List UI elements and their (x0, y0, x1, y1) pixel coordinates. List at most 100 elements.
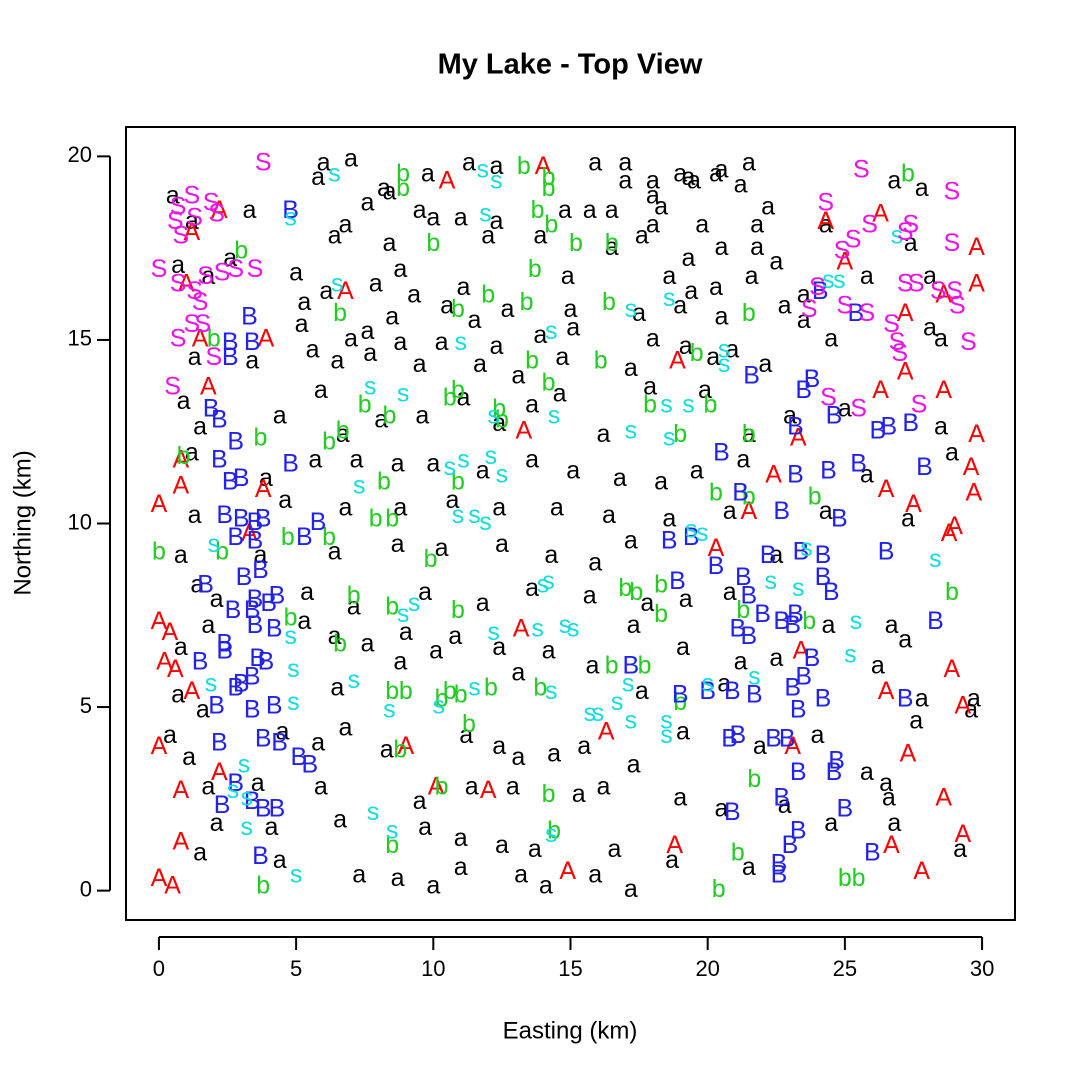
point: b (525, 347, 539, 375)
point: A (905, 490, 922, 518)
point: a (171, 251, 185, 279)
point: B (730, 615, 747, 643)
point: a (448, 622, 462, 650)
point: a (665, 846, 679, 874)
point: b (709, 479, 723, 507)
point: a (489, 152, 503, 180)
point: a (860, 758, 874, 786)
point: A (211, 196, 228, 224)
point: B (211, 405, 228, 433)
point: a (679, 332, 693, 360)
point: a (824, 325, 838, 353)
point: a (243, 196, 257, 224)
point: B (192, 648, 209, 676)
point: a (613, 464, 627, 492)
point: a (407, 280, 421, 308)
point: b (385, 593, 399, 621)
point: a (525, 446, 539, 474)
point: s (663, 284, 676, 312)
point: a (684, 277, 698, 305)
point: s (454, 328, 467, 356)
point: s (487, 618, 500, 646)
point: s (622, 670, 635, 698)
point: a (421, 159, 435, 187)
point: a (308, 446, 322, 474)
point: A (173, 446, 190, 474)
point: a (339, 493, 353, 521)
point: B (820, 457, 837, 485)
point: a (489, 332, 503, 360)
point: b (385, 831, 399, 859)
point: a (821, 611, 835, 639)
point: a (295, 310, 309, 338)
point: a (714, 794, 728, 822)
point: A (963, 453, 980, 481)
point: b (451, 468, 465, 496)
point: B (804, 365, 821, 393)
point: a (457, 383, 471, 411)
point: a (566, 314, 580, 342)
point: B (790, 816, 807, 844)
point: a (413, 196, 427, 224)
point: S (194, 310, 211, 338)
point: b (462, 710, 476, 738)
point: a (511, 743, 525, 771)
point: a (476, 457, 490, 485)
point: a (314, 376, 328, 404)
point: B (222, 468, 239, 496)
point: a (627, 611, 641, 639)
point: B (244, 596, 261, 624)
point: B (724, 677, 741, 705)
point: a (393, 255, 407, 283)
point: s (531, 615, 544, 643)
point: a (511, 361, 525, 389)
point: S (186, 277, 203, 305)
point: a (769, 541, 783, 569)
plot-frame (125, 126, 1016, 921)
point: B (850, 449, 867, 477)
point: b (594, 347, 608, 375)
point: A (162, 618, 179, 646)
point: S (809, 273, 826, 301)
point: a (174, 541, 188, 569)
point: a (264, 813, 278, 841)
point: a (273, 846, 287, 874)
point: a (317, 148, 331, 176)
point: B (197, 571, 214, 599)
point: B (787, 460, 804, 488)
point: a (454, 853, 468, 881)
point: a (750, 211, 764, 239)
point: a (769, 644, 783, 672)
point: A (178, 269, 195, 297)
point: B (269, 582, 286, 610)
point: B (790, 758, 807, 786)
point: s (367, 798, 380, 826)
point: a (682, 163, 696, 191)
point: a (399, 618, 413, 646)
point: a (297, 288, 311, 316)
point: a (714, 156, 728, 184)
point: a (860, 262, 874, 290)
point: a (435, 534, 449, 562)
point: a (259, 464, 273, 492)
point: b (284, 604, 298, 632)
point: b (901, 159, 915, 187)
point: s (353, 471, 366, 499)
point: a (561, 262, 575, 290)
point: a (742, 148, 756, 176)
point: a (596, 772, 610, 800)
point: a (382, 178, 396, 206)
point: s (287, 655, 300, 683)
point: a (725, 336, 739, 364)
point: A (955, 820, 972, 848)
point: B (779, 725, 796, 753)
point: b (742, 299, 756, 327)
point: B (216, 629, 233, 657)
point: s (479, 200, 492, 228)
point: a (339, 211, 353, 239)
point: B (208, 692, 225, 720)
point: B (815, 563, 832, 591)
point: a (177, 387, 191, 415)
point: S (949, 292, 966, 320)
